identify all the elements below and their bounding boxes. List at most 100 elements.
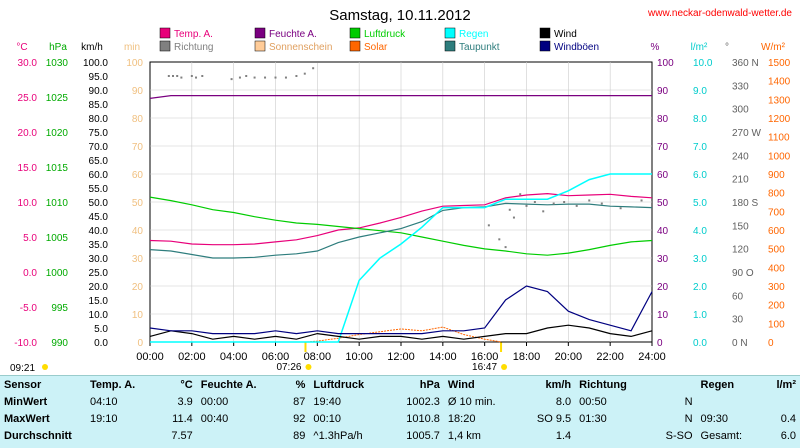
point-richtung [195, 76, 198, 79]
sun-icon [305, 364, 312, 370]
point-richtung [295, 75, 298, 77]
stats-cell: l/m² [776, 378, 796, 391]
chart-axes: 30.025.020.015.010.05.00.0-5.0-10.010301… [10, 42, 791, 374]
tick-label-time: 22:00 [596, 351, 624, 363]
sun-icon [42, 364, 48, 370]
series-line-feuchte-a [149, 94, 652, 99]
tick-label-time: 18:00 [513, 351, 541, 363]
weather-chart: Samstag, 10.11.2012 www.neckar-odenwald-… [10, 7, 792, 374]
chart-grid [150, 62, 652, 342]
tick-label-wind: 85.0 [89, 100, 109, 111]
tick-label-direction: 180 S [732, 198, 758, 209]
tick-label-temp: 5.0 [23, 233, 37, 244]
stats-cell [197, 427, 283, 444]
legend-swatch [539, 40, 551, 52]
tick-label-direction: 0 N [732, 338, 748, 349]
tick-label-solar: 900 [768, 170, 785, 181]
tick-label-rain: 2.0 [693, 282, 707, 293]
stats-cell: S-SO [665, 429, 693, 442]
stats-cell: 00:10 [313, 412, 341, 425]
point-richtung [230, 78, 233, 81]
tick-label-solar: 100 [768, 319, 785, 330]
point-richtung [303, 72, 306, 75]
point-richtung [167, 75, 170, 77]
axis-unit-temp: °C [16, 42, 27, 53]
tick-label-humidity: 20 [657, 282, 669, 293]
axis-unit-humidity: % [651, 42, 660, 53]
tick-label-wind: 80.0 [89, 114, 109, 125]
site-link[interactable]: www.neckar-odenwald-wetter.de [647, 8, 792, 19]
tick-label-solar: 1200 [768, 114, 791, 125]
tick-label-time: 04:00 [220, 351, 248, 363]
stats-cell: 6.0 [780, 429, 796, 442]
tick-label-wind: 70.0 [89, 142, 109, 153]
tick-label-sun: 70 [132, 142, 144, 153]
stats-cell: N [684, 395, 693, 408]
stats-cell: 0.4 [780, 412, 796, 425]
stats-cell: MinWert [4, 395, 48, 408]
stats-cell: 04:10 [90, 395, 118, 408]
tick-label-rain: 10.0 [693, 58, 713, 69]
tick-label-wind: 35.0 [89, 240, 109, 251]
stats-cell: 7.57 [171, 429, 193, 442]
tick-label-humidity: 30 [657, 254, 669, 265]
tick-label-solar: 600 [768, 226, 785, 237]
stats-cell: Temp. A. [90, 378, 136, 391]
legend-swatch [444, 27, 456, 39]
stats-cell [763, 393, 800, 410]
tick-label-rain: 8.0 [693, 114, 707, 125]
tick-label-temp: 25.0 [18, 93, 38, 104]
stats-panel: Sensor Temp. A. °C Feuchte A.% Luftdruck hPa W… [0, 375, 800, 448]
legend-label: Solar [364, 42, 388, 53]
stats-cell: 11.4 [172, 412, 193, 425]
stats-cell [650, 376, 697, 393]
tick-label-rain: 0.0 [693, 338, 707, 349]
stats-cell: 89 [293, 429, 306, 442]
stats-cell: MaxWert [4, 412, 50, 425]
series-line-solar [306, 326, 502, 343]
tick-label-direction: 270 W [732, 128, 761, 139]
stats-cell: 01:30 [579, 412, 607, 425]
stats-cell: 1,4 km [447, 429, 481, 442]
point-richtung [264, 76, 267, 79]
legend-swatch [254, 27, 266, 39]
legend-swatch [159, 40, 171, 52]
point-richtung [519, 193, 522, 196]
stats-cell: °C [180, 378, 193, 391]
tick-label-solar: 300 [768, 282, 785, 293]
tick-label-wind: 0.0 [94, 338, 108, 349]
series-line-wind [149, 324, 653, 340]
stats-cell: 00:00 [200, 395, 229, 408]
axis-unit-sun: min [124, 42, 140, 53]
tick-label-humidity: 80 [657, 114, 669, 125]
tick-label-sun: 90 [132, 86, 144, 97]
tick-label-humidity: 10 [657, 310, 669, 321]
tick-label-rain: 3.0 [693, 254, 707, 265]
tick-label-solar: 800 [768, 189, 785, 200]
point-richtung [274, 76, 277, 79]
tick-label-time: 10:00 [345, 351, 373, 363]
legend-swatch [444, 40, 456, 52]
legend-swatch [539, 27, 551, 39]
tick-label-rain: 1.0 [693, 310, 707, 321]
series-line-temp-a [149, 192, 653, 246]
legend-label: Windböen [554, 42, 599, 53]
tick-label-wind: 95.0 [89, 72, 109, 83]
tick-label-solar: 1100 [768, 133, 790, 144]
tick-label-wind: 30.0 [89, 254, 109, 265]
tick-label-temp: -5.0 [20, 303, 38, 314]
tick-label-pressure: 1015 [46, 163, 69, 174]
tick-label-solar: 0 [768, 338, 774, 349]
tick-label-time: 06:00 [262, 351, 290, 363]
point-richtung [600, 202, 603, 205]
tick-label-time: 12:00 [387, 351, 415, 363]
legend-swatch [349, 27, 361, 39]
tick-label-time: 00:00 [136, 351, 164, 363]
tick-label-time: 02:00 [178, 351, 206, 363]
tick-label-humidity: 50 [657, 198, 669, 209]
tick-label-direction: 30 [732, 315, 744, 326]
point-richtung [508, 208, 511, 211]
stats-cell: 3.9 [177, 395, 193, 408]
tick-label-humidity: 0 [657, 338, 663, 349]
tick-label-rain: 5.0 [693, 198, 707, 209]
